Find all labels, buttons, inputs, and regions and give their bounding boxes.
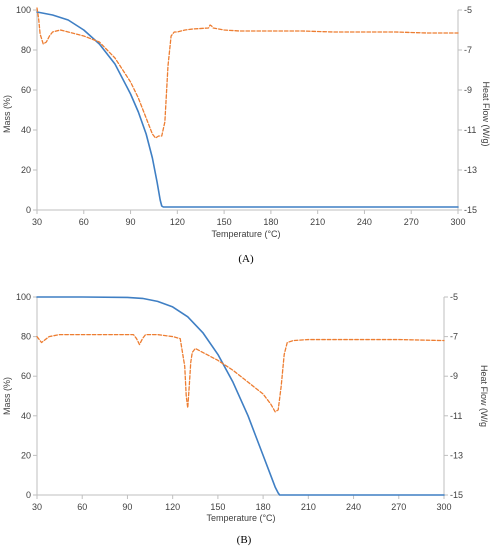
panel-b-y-left-tick-label: 100 [16,292,31,302]
panel-a-x-tick-label: 150 [217,217,232,227]
panel-b-x-tick-label: 300 [436,502,451,512]
panel-b-y-left-tick-label: 60 [21,371,31,381]
panel-a-y-right-tick-label: -13 [464,165,477,175]
panel-b-y-left-tick-label: 80 [21,332,31,342]
panel-b-x-tick-label: 150 [210,502,225,512]
panel-a-y-left-tick-label: 60 [21,85,31,95]
panel-b-x-axis-label: Temperature (°C) [206,513,275,523]
panel-b-y-right-tick-label: -15 [450,490,463,500]
panel-a-x-tick-label: 30 [32,217,42,227]
panel-a-heat-flow-line [36,7,459,139]
panel-b-x-tick-label: 270 [391,502,406,512]
panel-a-y-left-tick-label: 80 [21,45,31,55]
panel-a-x-axis-label: Temperature (°C) [211,229,280,239]
panel-b-heat-flow-line [36,333,445,413]
panel-b-y-right-tick-label: -11 [450,411,462,421]
panel-b-caption: (B) [237,534,252,546]
panel-b-y-left-tick-label: 0 [26,490,31,500]
panel-a-y-right-label: Heat Flow (W/g) [481,81,491,146]
panel-a-x-tick-label: 300 [450,217,465,227]
panel-a-x-tick-label: 270 [404,217,419,227]
panel-b-marks: 30 60 90 120 150 180 210 240 270 300 0 20 40 60 80 100 -… [16,292,463,512]
panel-b-y-left-tick-label: 20 [21,450,31,460]
panel-a: 30 60 90 120 150 180 210 240 270 300 0 20 40 60 80 100 -… [2,5,491,265]
panel-b-x-tick-label: 60 [77,502,87,512]
panel-b-x-tick-label: 210 [301,502,316,512]
panel-a-x-tick-label: 180 [263,217,278,227]
panel-a-y-right-tick-label: -9 [464,85,472,95]
panel-a-caption: (A) [238,253,254,265]
panel-a-y-left-tick-label: 20 [21,165,31,175]
panel-a-marks: 30 60 90 120 150 180 210 240 270 300 0 20 40 60 80 100 -… [16,5,477,227]
panel-b-x-tick-label: 180 [256,502,271,512]
panel-b-y-right-tick-label: -9 [450,371,458,381]
panel-a-mass-line [36,11,459,208]
panel-a-y-left-tick-label: 40 [21,125,31,135]
panel-a-y-left-tick-label: 0 [26,205,31,215]
panel-a-x-tick-label: 210 [310,217,325,227]
panel-a-x-tick-label: 60 [79,217,89,227]
panel-b-x-tick-label: 120 [165,502,180,512]
panel-b-y-left-tick-label: 40 [21,411,31,421]
panel-b-x-tick-label: 30 [32,502,42,512]
panel-a-x-tick-label: 120 [170,217,185,227]
panel-a-y-right-tick-label: -11 [464,125,476,135]
panel-b-y-right-label: Heat Flow (W/g [479,365,489,427]
panel-a-y-right-tick-label: -15 [464,205,477,215]
panel-b-y-left-label: Mass (%) [2,377,12,415]
panel-a-x-tick-label: 90 [126,217,136,227]
panel-b-y-right-tick-label: -13 [450,450,463,460]
panel-b-x-tick-label: 240 [346,502,361,512]
panel-b-mass-line [36,296,445,496]
panel-a-x-tick-label: 240 [357,217,372,227]
panel-b: 30 60 90 120 150 180 210 240 270 300 0 20 40 60 80 100 -… [2,292,489,546]
panel-a-y-left-tick-label: 100 [16,5,31,15]
panel-b-x-tick-label: 90 [122,502,132,512]
panel-a-y-right-tick-label: -5 [464,5,472,15]
panel-b-y-right-tick-label: -7 [450,332,458,342]
panel-b-y-right-tick-label: -5 [450,292,458,302]
panel-a-y-right-tick-label: -7 [464,45,472,55]
panel-a-y-left-label: Mass (%) [2,95,12,133]
